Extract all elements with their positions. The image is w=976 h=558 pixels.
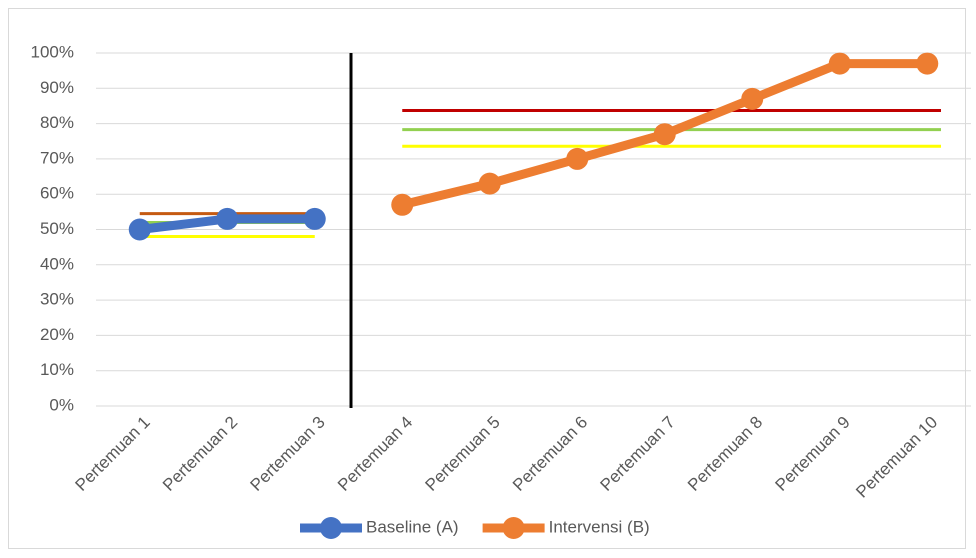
- y-tick-label: 100%: [31, 42, 74, 61]
- legend-marker: [502, 517, 525, 539]
- y-tick-label: 80%: [40, 113, 74, 132]
- marker: [478, 172, 501, 195]
- marker: [391, 193, 414, 216]
- legend-marker: [320, 517, 342, 539]
- marker: [828, 52, 851, 75]
- y-tick-label: 10%: [40, 360, 74, 379]
- marker: [741, 87, 764, 110]
- y-tick-label: 50%: [40, 219, 74, 238]
- grid: [96, 52, 971, 407]
- y-tick-label: 30%: [40, 290, 74, 309]
- marker: [916, 52, 939, 75]
- y-tick-label: 20%: [40, 325, 74, 344]
- y-tick-label: 70%: [40, 148, 74, 167]
- plot: [128, 52, 939, 241]
- marker: [128, 218, 151, 241]
- marker: [303, 207, 326, 230]
- legend-label: Intervensi (B): [549, 517, 650, 536]
- y-tick-label: 0%: [49, 395, 74, 414]
- y-tick-label: 60%: [40, 184, 74, 203]
- legend-label: Baseline (A): [366, 517, 459, 536]
- marker: [653, 123, 676, 146]
- marker: [566, 147, 589, 170]
- y-tick-label: 90%: [40, 78, 74, 97]
- marker: [216, 207, 239, 230]
- y-tick-label: 40%: [40, 254, 74, 273]
- chart-border: [8, 8, 966, 549]
